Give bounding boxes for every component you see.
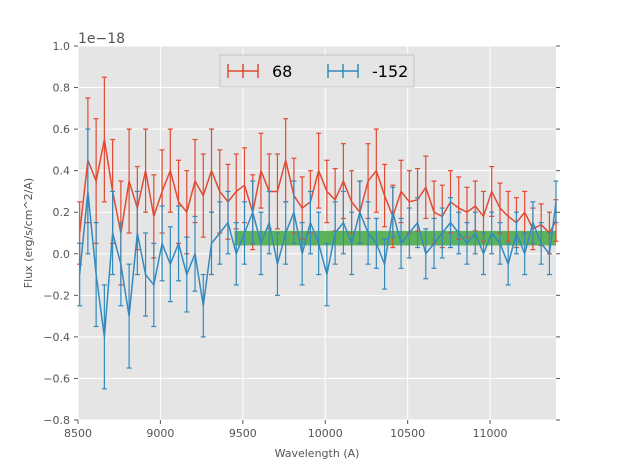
y-tick-label: 1.0 [53,40,71,53]
offset-label: 1e−18 [78,31,125,47]
y-tick-label: 0.2 [53,206,71,219]
x-tick-label: 10500 [390,427,425,440]
legend-label: 68 [272,62,292,81]
x-tick-label: 9000 [146,427,174,440]
ticks: 8500 9000 9500 10000 10500 11000 −0.8 −0.6 −0.4 −… [43,40,560,440]
y-tick-label: −0.2 [43,289,70,302]
y-tick-label: 0.0 [53,248,71,261]
x-axis-label: Wavelength (A) [275,447,360,460]
y-tick-label: 0.4 [53,165,71,178]
series-line [78,191,557,337]
y-tick-label: −0.4 [43,331,70,344]
y-tick-label: −0.8 [43,414,70,427]
x-tick-label: 8500 [64,427,92,440]
series-1 [77,128,559,390]
y-tick-label: −0.6 [43,372,70,385]
y-tick-label: 0.6 [53,123,71,136]
x-tick-label: 11000 [473,427,508,440]
y-tick-label: 0.8 [53,82,71,95]
y-axis-label: Flux (erg/s/cm^2/A) [22,178,35,288]
legend-label: -152 [372,62,408,81]
x-tick-label: 10000 [308,427,343,440]
legend: 68 -152 [219,54,415,88]
series-layer [77,76,559,390]
x-tick-label: 9500 [229,427,257,440]
series-line [78,139,557,235]
